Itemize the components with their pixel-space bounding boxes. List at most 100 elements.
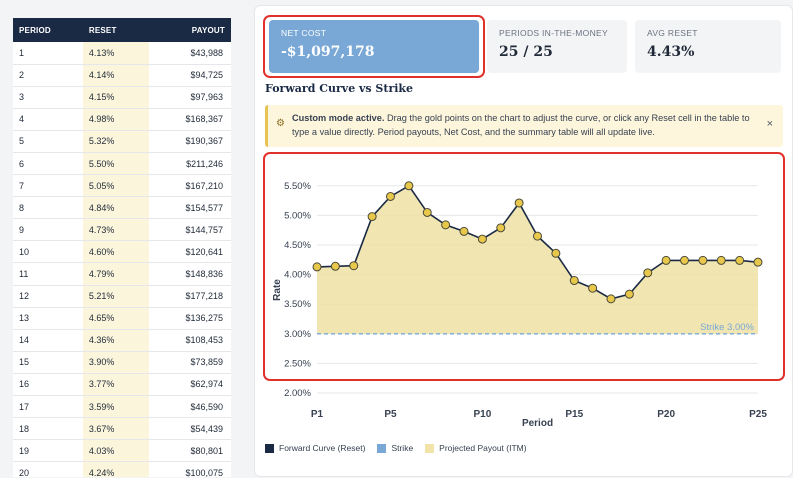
reset-cell[interactable]: 3.59% [82, 395, 149, 418]
curve-point[interactable] [367, 212, 377, 222]
reset-cell[interactable]: 5.32% [82, 130, 149, 153]
curve-point[interactable] [753, 257, 763, 267]
x-axis-label: Period [522, 418, 553, 429]
payout-cell: $190,367 [185, 136, 223, 147]
reset-cell[interactable]: 4.24% [82, 461, 149, 477]
net-cost-value: -$1,097,178 [281, 44, 375, 60]
reset-cell[interactable]: 4.65% [82, 307, 149, 330]
y-tick-label: 2.50% [284, 358, 311, 369]
period-table-panel: PERIOD RESET PAYOUT 1 4.13% $43,988 2 4.14% $… [13, 18, 231, 477]
net-cost-card: NET COST -$1,097,178 [269, 20, 479, 73]
table-row: 1 4.13% $43,988 [13, 42, 231, 65]
y-tick-label: 2.00% [284, 388, 311, 399]
curve-point[interactable] [680, 255, 689, 265]
table-row: 19 4.03% $80,801 [13, 439, 231, 462]
forward-curve-chart[interactable]: 2.00% 2.50% 3.00% 3.50% 4.00% 4.50% 5.00% 5.50%… [255, 6, 793, 478]
reset-cell[interactable]: 4.14% [82, 64, 149, 87]
table-row: 7 5.05% $167,210 [13, 174, 231, 197]
reset-cell[interactable]: 4.98% [82, 108, 149, 131]
reset-cell[interactable]: 4.79% [82, 262, 149, 286]
period-cell: 7 [19, 180, 25, 191]
curve-point[interactable] [643, 268, 653, 278]
gear-icon: ⚙ [276, 118, 285, 129]
period-cell: 17 [19, 401, 30, 412]
chart-panel: NET COST -$1,097,178 PERIODS IN-THE-MONE… [254, 5, 793, 477]
curve-point[interactable] [477, 234, 487, 244]
table-body: 1 4.13% $43,988 2 4.14% $94,725 3 4.15% $97,963 4… [13, 42, 231, 477]
periods-itm-value: 25 / 25 [499, 44, 553, 60]
y-tick-label: 5.00% [284, 210, 311, 221]
legend-label: Projected Payout (ITM) [439, 443, 527, 453]
curve-point[interactable] [312, 262, 322, 272]
reset-cell[interactable]: 3.67% [82, 417, 149, 440]
payout-cell: $177,218 [185, 291, 223, 302]
periods-itm-card: PERIODS IN-THE-MONEY 25 / 25 [487, 20, 627, 73]
curve-point[interactable] [661, 255, 671, 265]
x-tick-label: P25 [749, 409, 767, 420]
period-cell: 20 [19, 467, 30, 477]
legend-swatch [425, 443, 435, 453]
reset-cell[interactable]: 4.36% [82, 329, 149, 352]
curve-point[interactable] [624, 289, 634, 299]
x-tick-label: P5 [384, 409, 397, 420]
reset-cell[interactable]: 5.21% [82, 285, 149, 308]
curve-point[interactable] [514, 198, 524, 208]
reset-cell[interactable]: 4.13% [82, 42, 149, 65]
curve-point[interactable] [404, 181, 414, 191]
payout-cell: $136,275 [185, 313, 223, 324]
payout-cell: $46,590 [190, 401, 223, 412]
reset-cell[interactable]: 4.15% [82, 86, 149, 109]
table-header-row: PERIOD RESET PAYOUT [13, 18, 231, 42]
curve-point[interactable] [441, 220, 451, 230]
curve-point[interactable] [349, 261, 359, 271]
reset-cell[interactable]: 3.90% [82, 351, 149, 374]
curve-point[interactable] [533, 231, 542, 241]
curve-point[interactable] [569, 276, 579, 286]
curve-point[interactable] [422, 207, 432, 217]
curve-point[interactable] [551, 248, 561, 258]
curve-point[interactable] [459, 226, 469, 236]
payout-cell: $154,577 [185, 202, 223, 213]
payout-cell: $73,859 [190, 357, 223, 368]
legend-swatch [377, 443, 387, 453]
period-cell: 13 [19, 313, 30, 324]
reset-cell[interactable]: 4.84% [82, 196, 149, 219]
reset-cell[interactable]: 5.05% [82, 174, 149, 197]
table-row: 20 4.24% $100,075 [13, 461, 231, 477]
reset-cell[interactable]: 4.73% [82, 218, 149, 241]
y-tick-label: 3.00% [284, 329, 311, 340]
reset-cell[interactable]: 5.50% [82, 152, 149, 175]
reset-cell[interactable]: 4.60% [82, 240, 149, 263]
y-axis-label: Rate [272, 279, 283, 301]
curve-point[interactable] [606, 294, 616, 304]
close-icon[interactable]: × [766, 118, 773, 130]
reset-cell[interactable]: 4.03% [82, 439, 149, 462]
period-cell: 6 [19, 158, 25, 169]
curve-point[interactable] [330, 261, 340, 271]
curve-point[interactable] [735, 255, 745, 265]
period-table: PERIOD RESET PAYOUT 1 4.13% $43,988 2 4.14% $… [13, 18, 231, 477]
reset-cell[interactable]: 3.77% [82, 373, 149, 396]
table-row: 17 3.59% $46,590 [13, 395, 231, 418]
period-cell: 2 [19, 70, 25, 81]
curve-point[interactable] [698, 255, 708, 265]
period-cell: 1 [19, 47, 25, 58]
payout-cell: $62,974 [190, 379, 223, 390]
curve-point[interactable] [588, 283, 598, 293]
legend-swatch [265, 443, 274, 453]
header-reset: RESET [88, 25, 117, 35]
legend-item: Forward Curve (Reset) [265, 443, 365, 453]
table-row: 16 3.77% $62,974 [13, 373, 231, 396]
table-row: 6 5.50% $211,246 [13, 152, 231, 175]
section-title: Forward Curve vs Strike [265, 82, 414, 95]
payout-cell: $97,963 [190, 92, 223, 103]
table-row: 11 4.79% $148,836 [13, 262, 231, 286]
table-row: 13 4.65% $136,275 [13, 307, 231, 330]
net-cost-highlight [263, 15, 485, 78]
curve-point[interactable] [716, 255, 726, 265]
table-row: 12 5.21% $177,218 [13, 285, 231, 308]
curve-point[interactable] [496, 223, 506, 233]
curve-point[interactable] [386, 191, 395, 201]
legend-label: Forward Curve (Reset) [279, 443, 366, 453]
legend-item: Strike [377, 443, 413, 453]
